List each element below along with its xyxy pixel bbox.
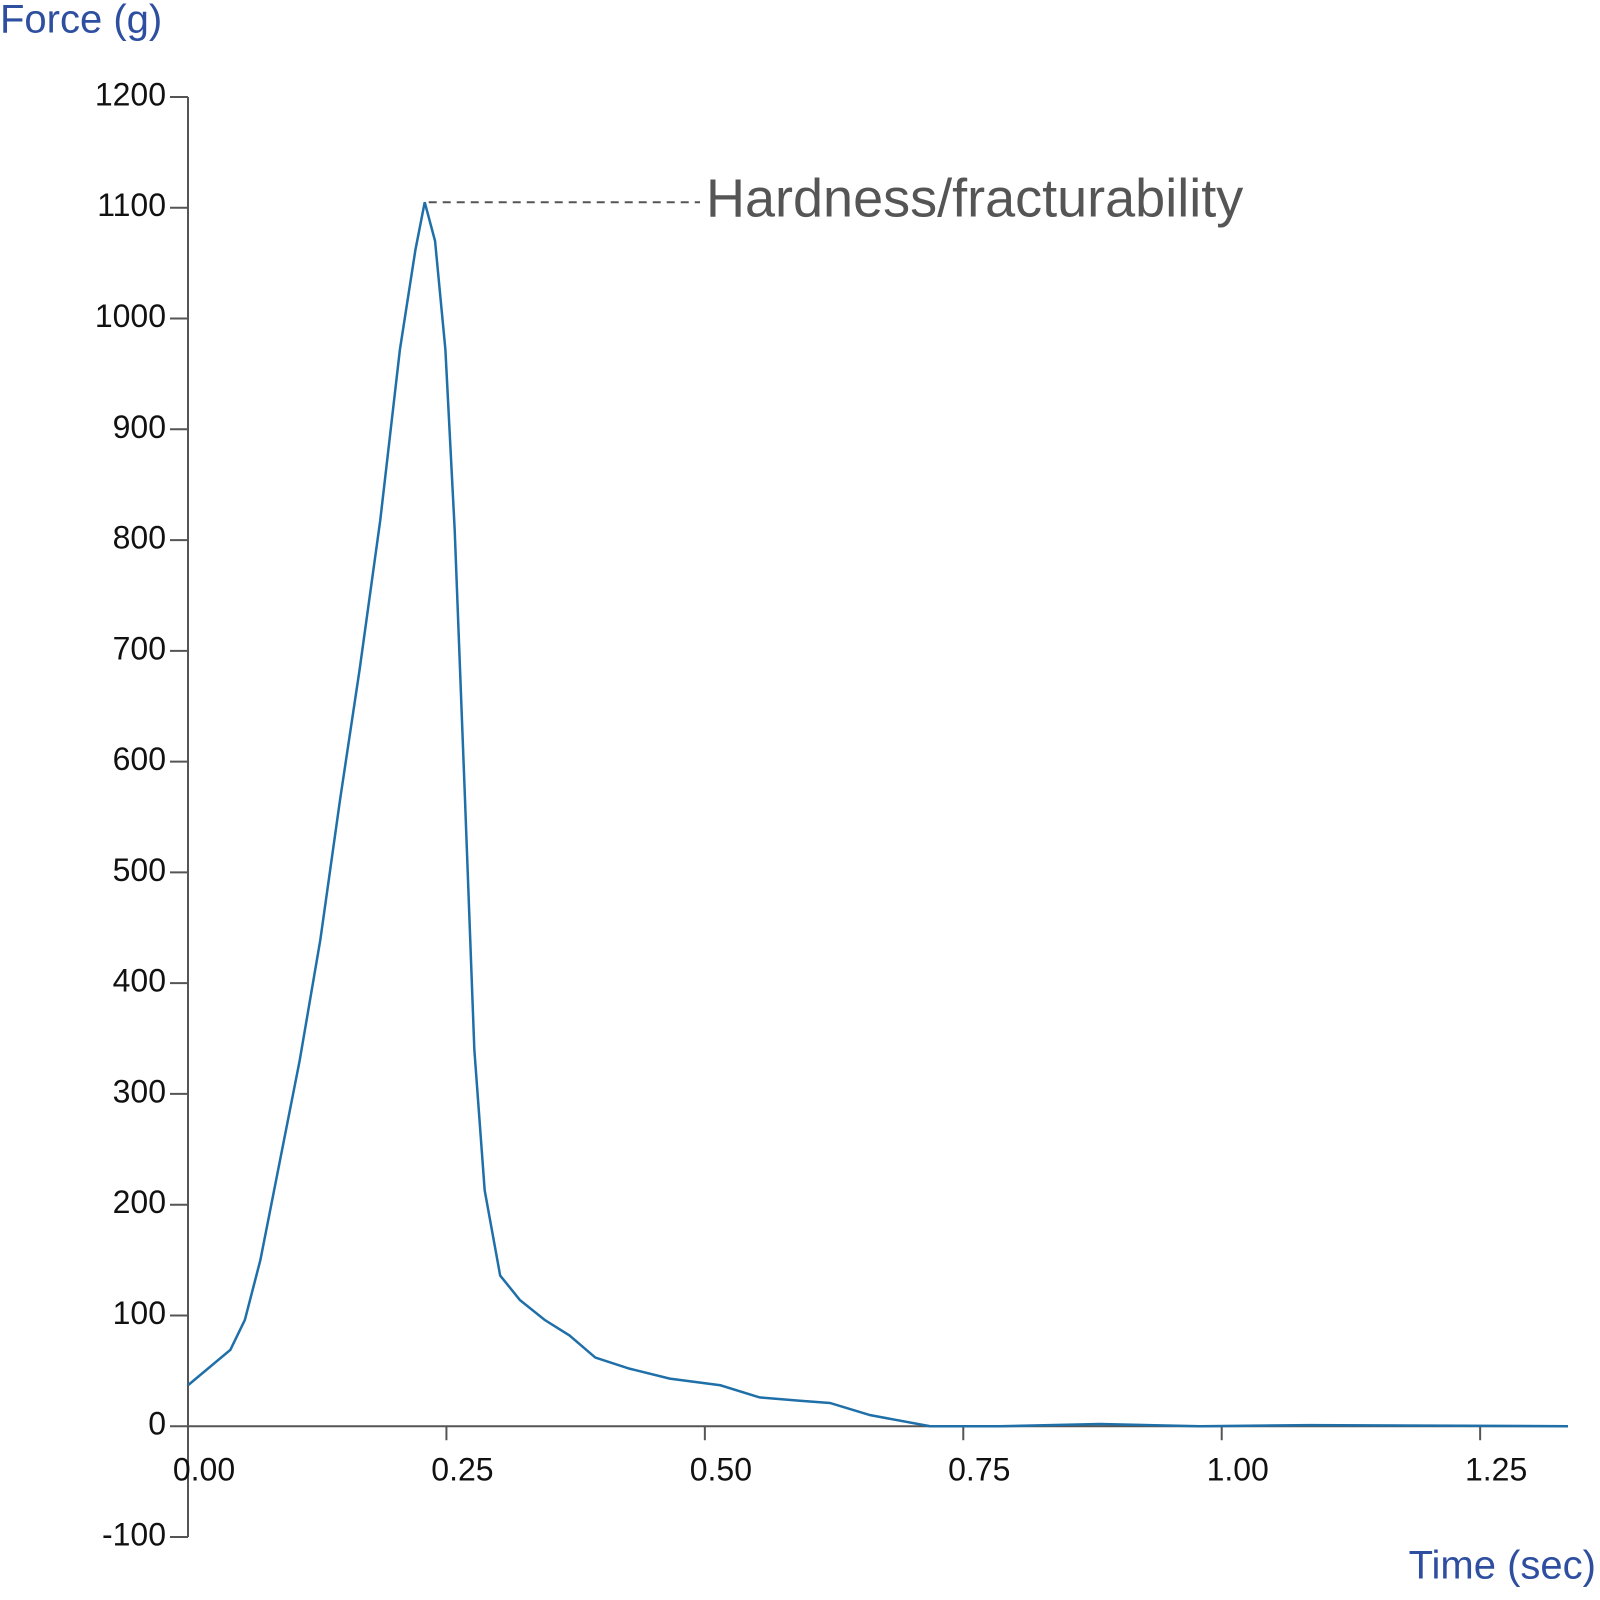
y-tick-label: 300 (113, 1073, 166, 1109)
y-tick-label: 700 (113, 630, 166, 666)
x-axis-title: Time (sec) (1409, 1544, 1596, 1588)
y-tick-label: 0 (148, 1406, 166, 1442)
y-tick-label: 200 (113, 1184, 166, 1220)
y-tick-label: 1100 (97, 187, 166, 223)
data-line (187, 201, 1569, 1428)
x-tick-label: 0.75 (948, 1452, 1010, 1488)
y-tick-label: 100 (113, 1295, 166, 1331)
x-tick-label: 1.00 (1207, 1452, 1269, 1488)
x-tick-label: 0.50 (690, 1452, 752, 1488)
y-tick-label: 800 (113, 520, 166, 556)
y-tick-label: 1000 (95, 298, 166, 334)
y-tick-label: -100 (102, 1516, 166, 1552)
y-tick-label: 600 (113, 741, 166, 777)
x-tick-label: 0.00 (173, 1452, 235, 1488)
annotation: Hardness/fracturability (706, 168, 1243, 228)
y-axis-title: Force (g) (0, 0, 162, 42)
y-tick-label: 400 (113, 963, 166, 999)
x-tick-label: 1.25 (1465, 1452, 1527, 1488)
x-tick-label: 0.25 (431, 1452, 493, 1488)
y-tick-label: 900 (113, 409, 166, 445)
y-tick-label: 500 (113, 852, 166, 888)
y-tick-label: 1200 (95, 76, 166, 112)
